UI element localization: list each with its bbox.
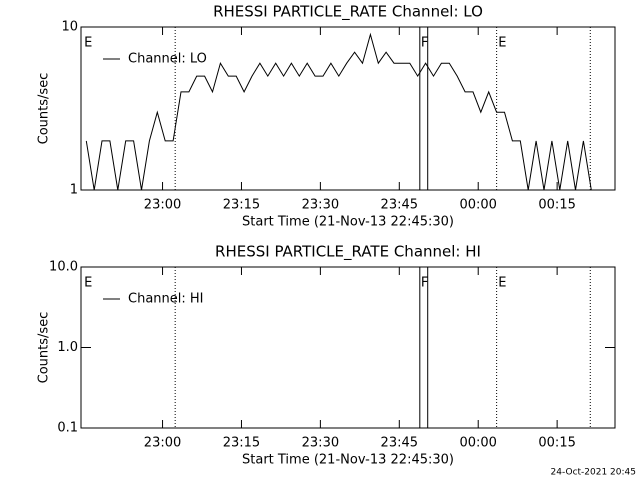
annotation: E (498, 36, 506, 51)
x-tick-label: 23:45 (381, 198, 418, 213)
legend-label: Channel: HI (128, 292, 204, 307)
x-tick-label: 23:00 (144, 198, 181, 213)
data-line (85, 32, 592, 191)
y-tick-label: 0.1 (57, 421, 78, 436)
annotation: F (421, 36, 428, 51)
x-tick-label: 00:00 (459, 198, 496, 213)
y-axis-label: Counts/sec (37, 312, 52, 384)
y-tick-label: 10 (61, 20, 78, 35)
plot-frame (80, 26, 616, 191)
x-tick-label: 00:15 (538, 198, 575, 213)
x-tick-label: 23:15 (223, 198, 260, 213)
x-tick-label: 23:45 (381, 436, 418, 451)
legend-label: Channel: LO (128, 52, 207, 67)
chart-title: RHESSI PARTICLE_RATE Channel: HI (215, 243, 481, 262)
x-tick-label: 23:30 (302, 198, 339, 213)
x-tick-label: 00:00 (459, 436, 496, 451)
x-axis-label: Start Time (21-Nov-13 22:45:30) (242, 453, 454, 468)
x-tick-label: 23:15 (223, 436, 260, 451)
y-tick-label: 1 (70, 183, 78, 198)
x-tick-label: 23:30 (302, 436, 339, 451)
annotation: E (498, 276, 506, 291)
y-axis-label: Counts/sec (37, 73, 52, 145)
annotation: E (84, 276, 92, 291)
y-tick-label: 1.0 (57, 340, 78, 355)
y-tick-label: 10.0 (49, 260, 78, 275)
x-tick-label: 00:15 (538, 436, 575, 451)
chart-title: RHESSI PARTICLE_RATE Channel: LO (213, 3, 483, 22)
footer: 24-Oct-2021 20:45 (551, 468, 636, 478)
x-axis-label: Start Time (21-Nov-13 22:45:30) (242, 215, 454, 230)
annotation: F (421, 276, 428, 291)
x-tick-label: 23:00 (144, 436, 181, 451)
annotation: E (84, 36, 92, 51)
